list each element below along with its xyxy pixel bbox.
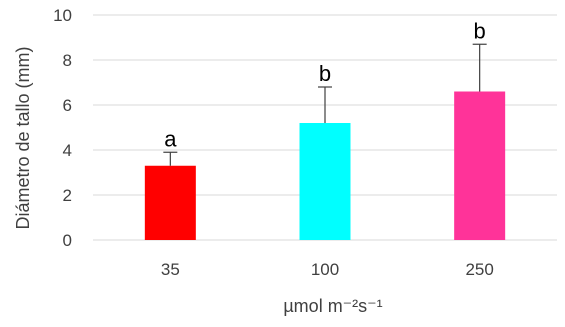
- y-tick-label: 6: [63, 96, 72, 115]
- data-labels: a b b: [164, 18, 486, 151]
- bars: [144, 91, 506, 240]
- y-tick-label: 8: [63, 51, 72, 70]
- bar-250: [454, 91, 506, 240]
- x-tick-label: 250: [465, 260, 493, 279]
- y-tick-label: 10: [53, 6, 72, 25]
- x-tick-label: 35: [161, 260, 180, 279]
- significance-letter-100: b: [319, 61, 331, 86]
- bar-35: [144, 165, 196, 240]
- y-axis-title: Diámetro de tallo (mm): [13, 46, 33, 229]
- y-tick-label: 4: [63, 141, 72, 160]
- x-tick-label: 100: [311, 260, 339, 279]
- y-tick-labels: 0 2 4 6 8 10: [53, 6, 72, 250]
- error-bars: [163, 43, 487, 166]
- significance-letter-35: a: [164, 126, 177, 151]
- bar-100: [299, 123, 351, 240]
- y-tick-label: 0: [63, 231, 72, 250]
- significance-letter-250: b: [474, 18, 486, 43]
- y-tick-label: 2: [63, 186, 72, 205]
- x-tick-labels: 35 100 250: [161, 260, 494, 279]
- x-axis-title: µmol m⁻²s⁻¹: [283, 296, 382, 316]
